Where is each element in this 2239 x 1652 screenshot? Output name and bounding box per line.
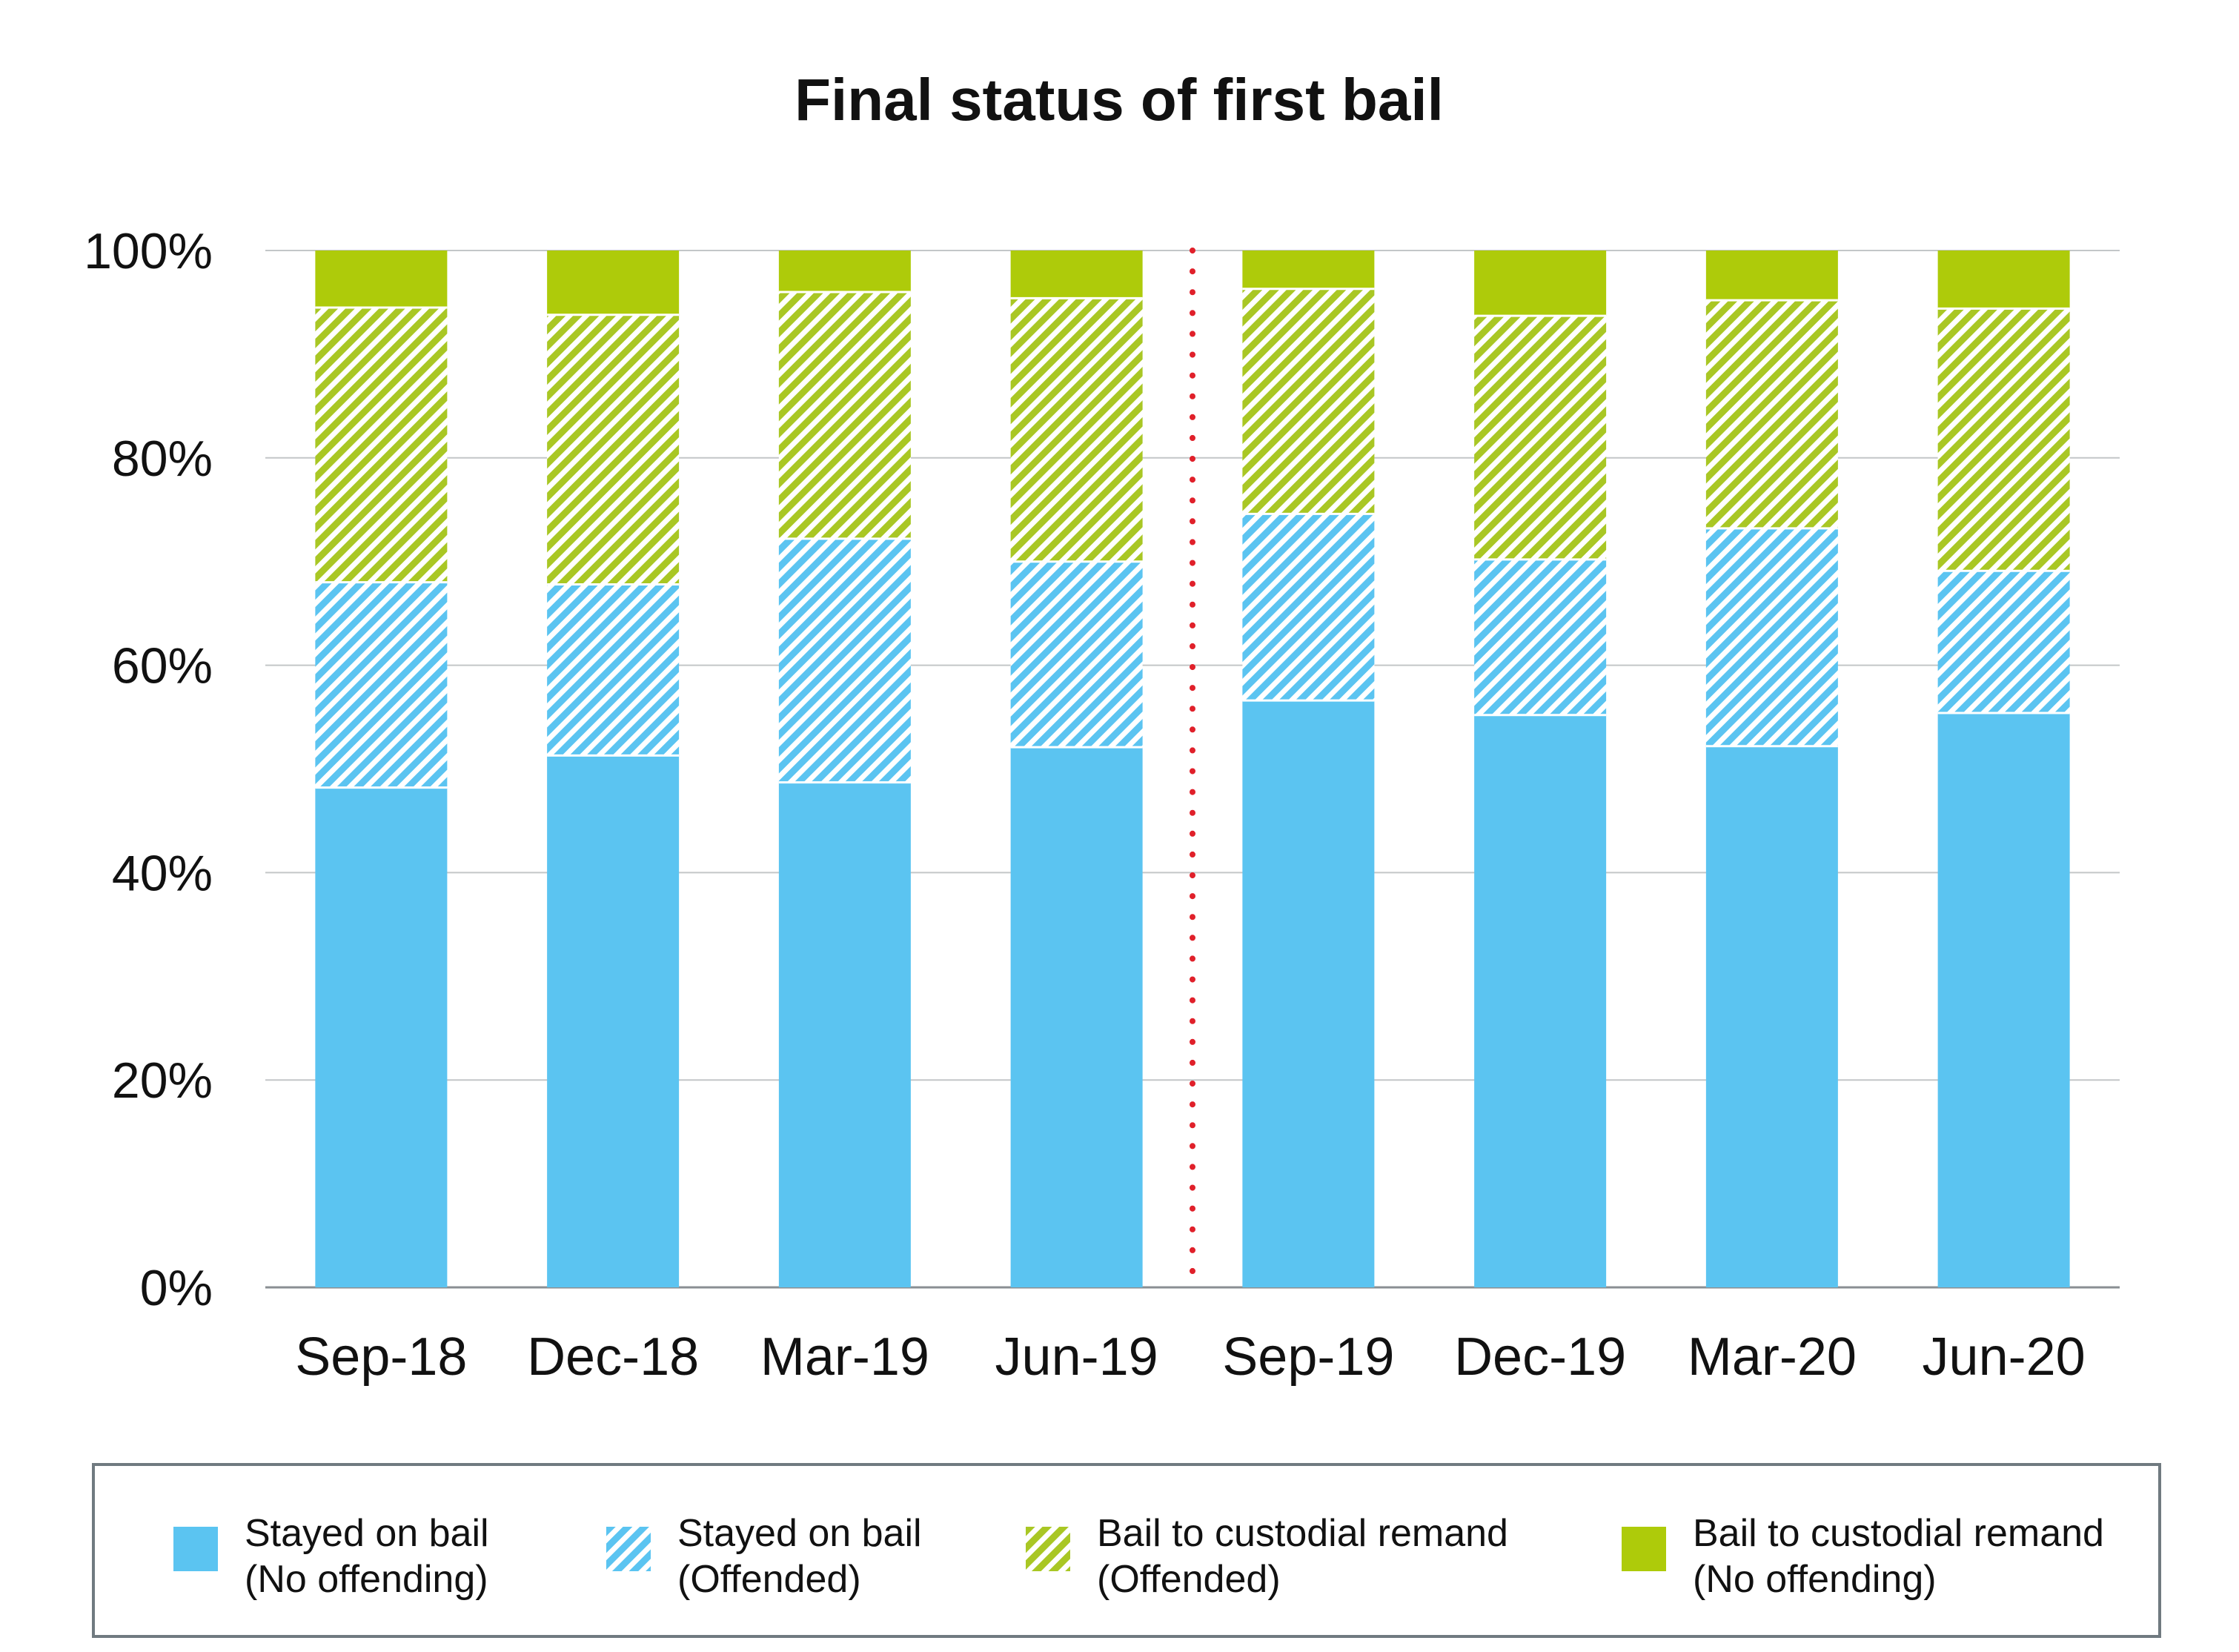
bar-segment-remand-no-offending — [315, 251, 448, 308]
legend-swatch-hatched-green — [1026, 1527, 1070, 1571]
bar-segment-stayed-no-offending — [778, 782, 911, 1287]
bar-segment-remand-no-offending — [547, 251, 680, 315]
legend-item-remand-no-offending: Bail to custodial remand (No offending) — [1622, 1510, 2104, 1602]
x-tick-label: Sep-18 — [295, 1327, 467, 1387]
x-tick-label: Dec-19 — [1454, 1327, 1626, 1387]
legend-item-remand-offended: Bail to custodial remand (Offended) — [1026, 1510, 1508, 1602]
y-tick-label: 80% — [112, 431, 213, 487]
x-tick-label: Mar-19 — [760, 1327, 929, 1387]
y-tick-label: 20% — [112, 1052, 213, 1109]
bar-segment-remand-no-offending — [1010, 251, 1143, 299]
bar-Sep-18 — [315, 251, 448, 1287]
chart-title: Final status of first bail — [795, 67, 1444, 133]
bar-segment-stayed-no-offending — [547, 755, 680, 1287]
bar-segment-stayed-no-offending — [1474, 714, 1607, 1287]
bail-status-chart: Final status of first bail 0% 20% 40% 60% 80… — [84, 67, 2120, 1387]
y-tick-label: 40% — [112, 845, 213, 901]
legend-swatch-solid-green — [1622, 1527, 1666, 1571]
legend-item-stayed-no-offending: Stayed on bail (No offending) — [173, 1510, 489, 1602]
bar-Dec-18 — [547, 251, 680, 1287]
y-tick-label: 100% — [84, 223, 213, 279]
bar-Sep-19 — [1242, 251, 1375, 1287]
legend-swatch-solid-blue — [173, 1527, 218, 1571]
stacked-bars — [315, 251, 2070, 1287]
legend-label-line1: Stayed on bail — [677, 1512, 922, 1555]
legend-label-line1: Bail to custodial remand — [1097, 1512, 1508, 1555]
bar-segment-stayed-offended — [1705, 528, 1838, 746]
bar-segment-remand-offended — [1242, 288, 1375, 514]
x-tick-label: Jun-19 — [995, 1327, 1158, 1387]
bar-segment-remand-no-offending — [1242, 251, 1375, 289]
legend-label: Stayed on bail (No offending) — [245, 1510, 489, 1602]
bar-segment-stayed-offended — [1937, 571, 2070, 713]
x-tick-label: Mar-20 — [1688, 1327, 1857, 1387]
bar-segment-stayed-offended — [547, 584, 680, 756]
legend-label-line2: (Offended) — [677, 1558, 861, 1601]
bar-segment-remand-offended — [315, 307, 448, 583]
bar-segment-stayed-offended — [1474, 559, 1607, 715]
bar-segment-remand-no-offending — [778, 251, 911, 292]
bar-segment-remand-offended — [1705, 300, 1838, 528]
bar-segment-stayed-offended — [778, 538, 911, 783]
bar-segment-remand-no-offending — [1937, 251, 2070, 309]
legend-label-line2: (No offending) — [245, 1558, 488, 1601]
y-tick-label: 60% — [112, 638, 213, 694]
bar-segment-stayed-no-offending — [1705, 746, 1838, 1287]
x-tick-label: Dec-18 — [527, 1327, 699, 1387]
bar-segment-stayed-no-offending — [315, 787, 448, 1287]
bar-segment-remand-no-offending — [1705, 251, 1838, 301]
bar-segment-remand-no-offending — [1474, 251, 1607, 316]
y-axis-tick-labels: 0% 20% 40% 60% 80% 100% — [84, 223, 213, 1316]
bar-Mar-20 — [1705, 251, 1838, 1287]
bar-segment-remand-offended — [1474, 316, 1607, 560]
bar-Mar-19 — [778, 251, 911, 1287]
legend-swatch-hatched-blue — [606, 1527, 651, 1571]
bar-Dec-19 — [1474, 251, 1607, 1287]
bar-segment-remand-offended — [547, 314, 680, 585]
legend-label: Stayed on bail (Offended) — [677, 1510, 922, 1602]
bar-segment-remand-offended — [778, 291, 911, 539]
x-axis-tick-labels: Sep-18 Dec-18 Mar-19 Jun-19 Sep-19 Dec-19 Mar-… — [295, 1327, 2085, 1387]
legend-label-line1: Stayed on bail — [245, 1512, 489, 1555]
legend: Stayed on bail (No offending) Stayed on … — [92, 1463, 2161, 1638]
bar-segment-stayed-offended — [315, 582, 448, 788]
bar-segment-stayed-no-offending — [1242, 700, 1375, 1287]
bar-segment-stayed-offended — [1010, 561, 1143, 748]
y-tick-label: 0% — [140, 1260, 213, 1316]
bar-Jun-19 — [1010, 251, 1143, 1287]
legend-item-stayed-offended: Stayed on bail (Offended) — [606, 1510, 922, 1602]
bar-segment-remand-offended — [1937, 308, 2070, 571]
legend-label-line2: (No offending) — [1693, 1558, 1937, 1601]
legend-label-line2: (Offended) — [1097, 1558, 1281, 1601]
x-tick-label: Jun-20 — [1923, 1327, 2086, 1387]
bar-segment-stayed-no-offending — [1937, 712, 2070, 1287]
legend-label: Bail to custodial remand (Offended) — [1097, 1510, 1508, 1602]
bar-segment-stayed-no-offending — [1010, 747, 1143, 1287]
legend-label-line1: Bail to custodial remand — [1693, 1512, 2104, 1555]
bar-Jun-20 — [1937, 251, 2070, 1287]
legend-label: Bail to custodial remand (No offending) — [1693, 1510, 2104, 1602]
x-tick-label: Sep-19 — [1222, 1327, 1394, 1387]
bar-segment-remand-offended — [1010, 298, 1143, 562]
bar-segment-stayed-offended — [1242, 514, 1375, 701]
